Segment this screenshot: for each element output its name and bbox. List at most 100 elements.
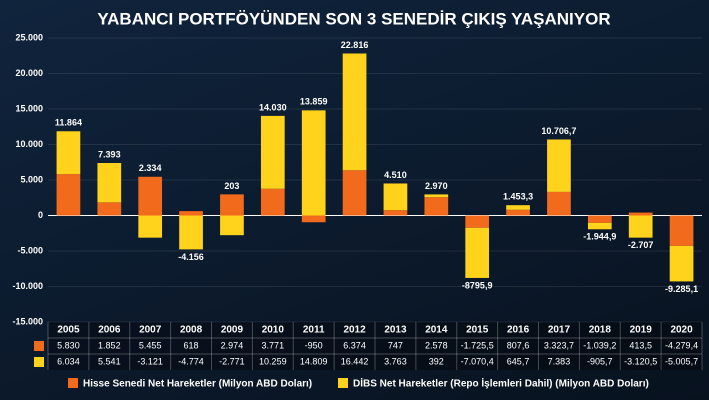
y-tick-label: 0 (38, 210, 43, 220)
table-value: -4.774 (178, 356, 204, 366)
bar-segment (424, 194, 449, 198)
table-value: 2.578 (425, 340, 448, 350)
x-tick-label: 2010 (262, 325, 285, 336)
bar-segment (465, 215, 490, 228)
total-label: 203 (224, 181, 239, 191)
table-value: 16.442 (341, 356, 369, 366)
x-tick-label: 2012 (343, 325, 366, 336)
bar-segment (138, 176, 163, 216)
table-value: 10.259 (259, 356, 287, 366)
table-value: 3.763 (384, 356, 407, 366)
table-value: -7.070,4 (461, 356, 494, 366)
legend-label: DİBS Net Hareketler (Repo İşlemleri Dahi… (353, 377, 649, 390)
bar-segment (547, 191, 571, 216)
table-value: 6.374 (343, 340, 366, 350)
table-bg (48, 322, 702, 370)
table-value: -3.120,5 (624, 356, 657, 366)
bar-segment (97, 202, 122, 216)
table-value: 5.541 (98, 356, 121, 366)
y-tick-label: 15.000 (15, 103, 43, 113)
table-value: -950 (305, 340, 323, 350)
bar-segment (97, 163, 122, 203)
table-value: -2.771 (219, 356, 245, 366)
total-label: -1.944,9 (583, 232, 616, 242)
total-label: 7.393 (98, 149, 121, 159)
table-value: 645,7 (507, 356, 530, 366)
table-value: -4.279,4 (665, 340, 698, 350)
x-tick-label: 2011 (303, 325, 325, 336)
bar-segment (669, 245, 694, 282)
table-value: 618 (184, 340, 199, 350)
y-tick-label: -5.000 (17, 245, 43, 255)
x-tick-label: 2020 (670, 325, 693, 336)
bar-segment (547, 139, 571, 192)
total-label: 13.859 (300, 97, 328, 107)
total-label: 10.706,7 (541, 126, 576, 136)
bar-segment (301, 215, 326, 223)
table-value: 5.830 (57, 340, 80, 350)
table-value: 413,5 (629, 340, 652, 350)
total-label: -9.285,1 (665, 284, 698, 294)
chart-title: YABANCI PORTFÖYÜNDEN SON 3 SENEDİR ÇIKIŞ… (97, 9, 610, 28)
table-value: -3.121 (137, 356, 163, 366)
legend-label: Hisse Senedi Net Hareketler (Milyon ABD … (83, 379, 312, 390)
table-value: 2.974 (221, 340, 244, 350)
bar-segment (628, 215, 653, 238)
y-tick-label: -10.000 (12, 281, 43, 291)
table-value: 14.809 (300, 356, 328, 366)
table-value: 1.852 (98, 340, 121, 350)
total-label: 22.816 (341, 40, 369, 50)
x-tick-label: 2016 (507, 325, 530, 336)
legend-swatch (338, 378, 348, 388)
bar-segment (260, 188, 285, 216)
bar-segment (220, 215, 244, 236)
table-value: 5.455 (139, 340, 162, 350)
total-label: -8795,9 (462, 280, 493, 290)
table-value: 3.323,7 (544, 340, 574, 350)
y-tick-label: 25.000 (15, 32, 43, 42)
x-tick-label: 2009 (221, 325, 244, 336)
bar-segment (220, 194, 244, 216)
bar-segment (669, 215, 694, 246)
total-label: -2.707 (628, 240, 654, 250)
total-label: 11.864 (55, 118, 82, 128)
y-tick-label: -15.000 (12, 316, 43, 326)
table-value: 392 (429, 356, 444, 366)
total-label: 2.334 (139, 163, 162, 173)
table-value: 6.034 (57, 356, 80, 366)
bar-segment (506, 209, 530, 216)
x-tick-label: 2015 (466, 325, 489, 336)
bar-segment (342, 53, 367, 171)
x-tick-label: 2007 (139, 325, 162, 336)
table-value: 7.383 (548, 356, 571, 366)
bar-segment (424, 197, 449, 216)
row-swatch (34, 357, 44, 367)
x-tick-label: 2017 (548, 325, 571, 336)
table-value: -5.005,7 (665, 356, 698, 366)
total-label: 14.030 (259, 102, 287, 112)
x-tick-label: 2014 (425, 325, 448, 336)
y-tick-label: 20.000 (15, 68, 43, 78)
total-label: 4.510 (384, 170, 407, 180)
bar-segment (179, 215, 203, 250)
bar-segment (260, 115, 285, 189)
total-label: -4.156 (178, 252, 204, 262)
table-value: 3.771 (262, 340, 285, 350)
x-tick-label: 2019 (630, 325, 653, 336)
table-value: 807,6 (507, 340, 530, 350)
total-label: 2.970 (425, 181, 448, 191)
bar-segment (587, 222, 612, 230)
bar-segment (301, 110, 326, 216)
table-value: 747 (388, 340, 403, 350)
bar-segment (506, 205, 530, 210)
y-tick-label: 10.000 (15, 139, 43, 149)
x-tick-label: 2008 (180, 325, 203, 336)
y-tick-label: 5.000 (20, 174, 43, 184)
x-tick-label: 2006 (98, 325, 121, 336)
bar-segment (138, 215, 163, 238)
bar-segment (465, 227, 490, 278)
row-swatch (34, 341, 44, 351)
table-value: -905,7 (587, 356, 613, 366)
bar-segment (342, 170, 367, 216)
